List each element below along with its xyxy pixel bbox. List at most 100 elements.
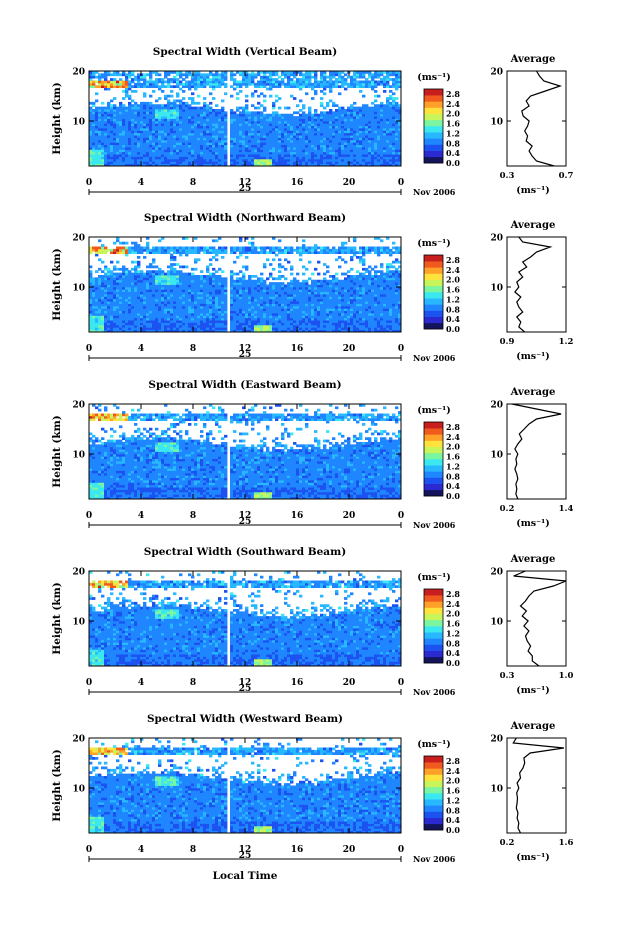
heatmap-cell <box>272 142 275 145</box>
heatmap-cell <box>350 111 353 114</box>
heatmap-cell <box>149 304 152 307</box>
heatmap-cell <box>257 130 260 133</box>
heatmap-cell <box>170 135 173 138</box>
heatmap-cell <box>149 83 152 86</box>
heatmap-cell <box>92 140 95 143</box>
heatmap-cell <box>221 161 224 164</box>
heatmap-cell <box>230 282 233 285</box>
heatmap-cell <box>116 304 119 307</box>
heatmap-cell <box>278 157 281 160</box>
heatmap-cell <box>140 102 143 105</box>
heatmap-cell <box>140 292 143 295</box>
heatmap-cell <box>122 320 125 323</box>
heatmap-cell <box>329 130 332 133</box>
heatmap-cell <box>119 268 122 271</box>
heatmap-cell <box>140 313 143 316</box>
heatmap-cell <box>302 161 305 164</box>
heatmap-cell <box>380 128 383 131</box>
heatmap-cell <box>116 275 119 278</box>
heatmap-cell <box>197 304 200 307</box>
heatmap-cell <box>233 157 236 160</box>
heatmap-cell <box>149 76 152 79</box>
heatmap-cell <box>215 140 218 143</box>
heatmap-cell <box>245 133 248 136</box>
heatmap-cell <box>272 140 275 143</box>
heatmap-cell <box>173 147 176 150</box>
heatmap-cell <box>164 135 167 138</box>
heatmap-cell <box>176 92 179 95</box>
heatmap-cell <box>329 140 332 143</box>
heatmap-cell <box>188 121 191 124</box>
heatmap-cell <box>353 81 356 84</box>
heatmap-cell <box>134 285 137 288</box>
heatmap-cell <box>125 138 128 141</box>
heatmap-cell <box>158 85 161 88</box>
heatmap-cell <box>137 140 140 143</box>
heatmap-cell <box>362 152 365 155</box>
heatmap-cell <box>89 311 92 314</box>
heatmap-cell <box>143 121 146 124</box>
heatmap-cell <box>89 128 92 131</box>
heatmap-cell <box>254 121 257 124</box>
heatmap-cell <box>365 154 368 157</box>
heatmap-cell <box>239 292 242 295</box>
heatmap-cell <box>386 147 389 150</box>
heatmap-cell <box>173 116 176 119</box>
heatmap-cell <box>230 111 233 114</box>
heatmap-cell <box>155 320 158 323</box>
heatmap-cell <box>224 292 227 295</box>
heatmap-cell <box>242 123 245 126</box>
heatmap-cell <box>377 140 380 143</box>
heatmap-cell <box>89 83 92 86</box>
heatmap-cell <box>377 135 380 138</box>
heatmap-cell <box>272 116 275 119</box>
heatmap-cell <box>191 142 194 145</box>
heatmap-cell <box>221 78 224 81</box>
heatmap-cell <box>335 111 338 114</box>
heatmap-cell <box>95 128 98 131</box>
heatmap-cell <box>386 76 389 79</box>
heatmap-cell <box>164 126 167 129</box>
heatmap-cell <box>152 123 155 126</box>
heatmap-cell <box>167 104 170 107</box>
heatmap-cell <box>293 97 296 100</box>
heatmap-cell <box>188 119 191 122</box>
heatmap-cell <box>221 116 224 119</box>
heatmap-cell <box>272 123 275 126</box>
heatmap-cell <box>101 323 104 326</box>
heatmap-cell <box>185 289 188 292</box>
colorbar-swatch <box>424 101 443 107</box>
heatmap-cell <box>380 126 383 129</box>
heatmap-cell <box>383 85 386 88</box>
heatmap-cell <box>164 301 167 304</box>
heatmap-cell <box>221 292 224 295</box>
heatmap-cell <box>293 76 296 79</box>
heatmap-cell <box>107 138 110 141</box>
heatmap-cell <box>134 268 137 271</box>
heatmap-cell <box>221 308 224 311</box>
heatmap-cell <box>257 85 260 88</box>
heatmap-cell <box>278 154 281 157</box>
heatmap-cell <box>125 296 128 299</box>
heatmap-cell <box>104 114 107 117</box>
heatmap-cell <box>182 128 185 131</box>
heatmap-cell <box>230 142 233 145</box>
heatmap-cell <box>188 88 191 91</box>
heatmap-cell <box>92 142 95 145</box>
heatmap-cell <box>224 313 227 316</box>
heatmap-cell <box>134 320 137 323</box>
heatmap-cell <box>158 247 161 250</box>
heatmap-cell <box>272 81 275 84</box>
heatmap-cell <box>308 85 311 88</box>
heatmap-cell <box>257 121 260 124</box>
heatmap-cell <box>239 251 242 254</box>
heatmap-cell <box>188 159 191 162</box>
heatmap-cell <box>113 157 116 160</box>
heatmap-cell <box>374 114 377 117</box>
heatmap-cell <box>200 121 203 124</box>
heatmap-cell <box>128 311 131 314</box>
heatmap-cell <box>395 111 398 114</box>
heatmap-cell <box>89 306 92 309</box>
heatmap-cell <box>176 138 179 141</box>
heatmap-cell <box>194 133 197 136</box>
